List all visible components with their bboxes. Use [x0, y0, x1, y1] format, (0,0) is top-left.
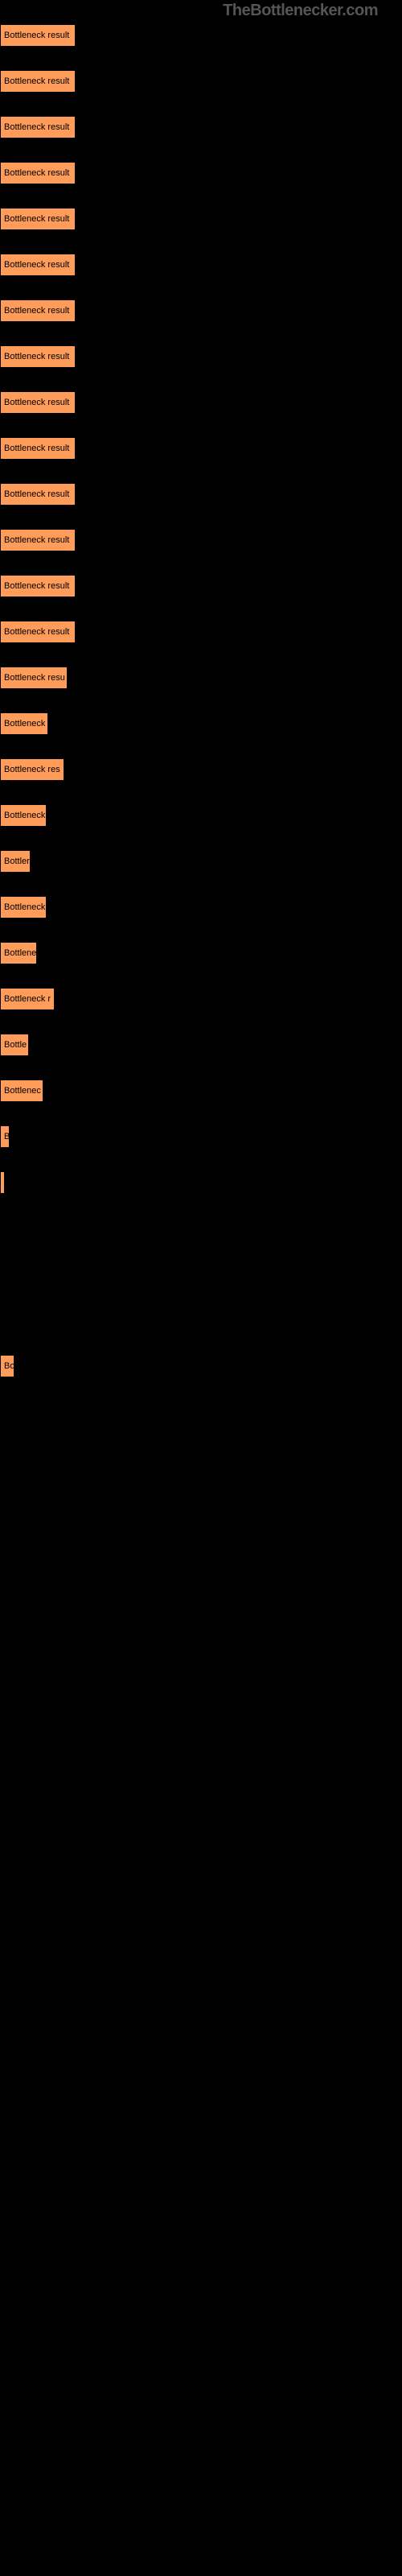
bar: Bottleneck result — [0, 208, 76, 230]
bar-row: Bottleneck resu — [0, 667, 402, 689]
bar-chart: Bottleneck result Bottleneck result Bottle… — [0, 0, 402, 1377]
bar-row: Bottleneck result — [0, 391, 402, 414]
bar: B — [0, 1125, 10, 1148]
bar: Bottleneck result — [0, 299, 76, 322]
bar: Bottleneck — [0, 896, 47, 919]
bar-row — [0, 1217, 402, 1240]
bar: Bottleneck — [0, 804, 47, 827]
bar: Bottleneck result — [0, 483, 76, 506]
bar-row: B — [0, 1125, 402, 1148]
bar: Bottle — [0, 1034, 29, 1056]
bar-row: Bottleneck result — [0, 575, 402, 597]
bar-row: Bottleneck result — [0, 162, 402, 184]
bar-row: Bottleneck result — [0, 483, 402, 506]
bar-row: Bottleneck r — [0, 988, 402, 1010]
bar-row: Bottleneck result — [0, 70, 402, 93]
bar-row: Bottleneck result — [0, 437, 402, 460]
bar: Bottleneck resu — [0, 667, 68, 689]
bar-row: Bottleneck result — [0, 299, 402, 322]
bar-row: Bottleneck result — [0, 621, 402, 643]
bar-row: Bottleneck result — [0, 116, 402, 138]
bar-row: Bottleneck result — [0, 208, 402, 230]
bar: Bottleneck — [0, 712, 48, 735]
bar: Bottleneck result — [0, 162, 76, 184]
bar: Bottleneck result — [0, 437, 76, 460]
bar: Bottlenec — [0, 1080, 43, 1102]
bar: Bottleneck result — [0, 254, 76, 276]
bar: Bo — [0, 1355, 14, 1377]
watermark-text: TheBottlenecker.com — [223, 2, 378, 20]
bar-row: Bo — [0, 1355, 402, 1377]
bar-row: Bottleneck — [0, 804, 402, 827]
bar-row — [0, 1263, 402, 1286]
bar: Bottleneck result — [0, 24, 76, 47]
bar: Bottleneck result — [0, 116, 76, 138]
bar-row: Bottleneck res — [0, 758, 402, 781]
bar: Bottleneck res — [0, 758, 64, 781]
bar-row: Bottleneck — [0, 712, 402, 735]
bar-row: Bottlenec — [0, 1080, 402, 1102]
bar-row: Bottle — [0, 1034, 402, 1056]
bar: Bottleneck r — [0, 988, 55, 1010]
bar-row: Bottler — [0, 850, 402, 873]
bar-row — [0, 1171, 402, 1194]
bar-row: Bottleneck result — [0, 254, 402, 276]
bar — [0, 1171, 5, 1194]
bar: Bottleneck result — [0, 70, 76, 93]
bar: Bottlene — [0, 942, 37, 964]
bar: Bottleneck result — [0, 529, 76, 551]
bar: Bottleneck result — [0, 345, 76, 368]
bar: Bottleneck result — [0, 621, 76, 643]
bar-row: Bottlene — [0, 942, 402, 964]
bar-row: Bottleneck — [0, 896, 402, 919]
bar-row: Bottleneck result — [0, 529, 402, 551]
bar: Bottleneck result — [0, 391, 76, 414]
bar-row: Bottleneck result — [0, 24, 402, 47]
bar-row: Bottleneck result — [0, 345, 402, 368]
bar: Bottler — [0, 850, 31, 873]
bar-row — [0, 1309, 402, 1331]
bar: Bottleneck result — [0, 575, 76, 597]
